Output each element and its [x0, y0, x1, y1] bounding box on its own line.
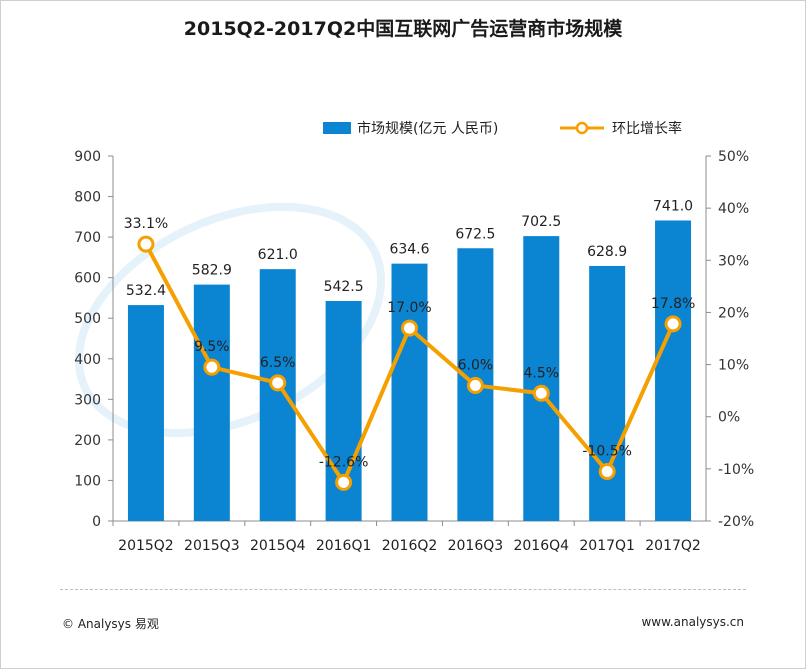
bar-value-label: 542.5 — [324, 279, 364, 295]
growth-rate-label: -10.5% — [582, 443, 632, 459]
x-tick-label: 2015Q2 — [118, 538, 174, 554]
bar — [193, 284, 230, 521]
y-left-tick-label: 0 — [92, 514, 101, 530]
growth-rate-label: 4.5% — [523, 365, 559, 381]
y-left-tick-label: 100 — [74, 473, 101, 489]
y-left-tick-label: 300 — [74, 392, 101, 408]
chart-title: 2015Q2-2017Q2中国互联网广告运营商市场规模 — [183, 18, 623, 40]
bar-value-label: 532.4 — [126, 283, 166, 299]
legend-line-marker — [575, 121, 589, 135]
x-tick-label: 2016Q2 — [382, 538, 438, 554]
growth-rate-point — [532, 384, 550, 402]
bar-value-label: 741.0 — [653, 198, 693, 214]
bar-labels: 532.4 582.9 621.0 542.5 634.6 672.5 702.5 628.9… — [126, 198, 693, 299]
growth-rate-label: 33.1% — [124, 216, 168, 232]
bar — [523, 236, 560, 521]
bar-value-label: 628.9 — [587, 244, 627, 260]
legend-bar-label: 市场规模(亿元 人民币) — [357, 120, 498, 137]
legend: 市场规模(亿元 人民币) 环比增长率 — [323, 120, 682, 137]
y-right-tick-label: 20% — [718, 305, 749, 321]
legend-bar-swatch — [323, 122, 351, 134]
y-left-tick-label: 900 — [74, 149, 101, 165]
x-tick-label: 2016Q4 — [513, 538, 569, 554]
y-left-tick-label: 700 — [74, 230, 101, 246]
growth-rate-label: -12.6% — [319, 454, 369, 470]
bar — [391, 263, 428, 521]
bar — [259, 269, 296, 521]
growth-rate-label: 9.5% — [194, 339, 230, 355]
legend-line-label: 环比增长率 — [612, 120, 682, 137]
y-right-tick-label: -10% — [718, 462, 754, 478]
bar — [589, 265, 626, 521]
bar-value-label: 672.5 — [455, 226, 495, 242]
bar-value-label: 634.6 — [389, 242, 429, 258]
bar-value-label: 702.5 — [521, 214, 561, 230]
growth-rate-label: 17.8% — [651, 296, 695, 312]
x-tick-label: 2015Q4 — [250, 538, 306, 554]
growth-rate-label: 17.0% — [387, 300, 431, 316]
x-tick-label: 2016Q3 — [448, 538, 504, 554]
growth-rate-point — [269, 374, 287, 392]
growth-rate-label: 6.5% — [260, 355, 296, 371]
growth-rate-label: 6.0% — [458, 357, 494, 373]
y-left-tick-label: 800 — [74, 190, 101, 206]
y-left-tick-label: 500 — [74, 311, 101, 327]
bar-value-label: 621.0 — [258, 247, 298, 263]
line-labels: 33.1% 9.5% 6.5% -12.6% 17.0% 6.0% 4.5% -10.5% 17… — [124, 216, 696, 470]
x-tick-label: 2015Q3 — [184, 538, 240, 554]
growth-rate-point — [664, 315, 682, 333]
y-left-tick-label: 600 — [74, 271, 101, 287]
copyright-text: © Analysys 易观 — [62, 617, 159, 631]
y-right-tick-label: 40% — [718, 201, 749, 217]
y-right-tick-label: 30% — [718, 253, 749, 269]
y-right-tick-label: 50% — [718, 149, 749, 165]
bar-value-label: 582.9 — [192, 263, 232, 279]
growth-rate-point — [598, 462, 616, 480]
x-tick-label: 2017Q2 — [645, 538, 701, 554]
y-right-tick-label: -20% — [718, 514, 754, 530]
growth-rate-point — [137, 235, 155, 253]
growth-rate-point — [466, 376, 484, 394]
growth-rate-point — [203, 358, 221, 376]
x-tick-label: 2016Q1 — [316, 538, 372, 554]
y-left-tick-label: 400 — [74, 352, 101, 368]
bar — [655, 220, 692, 521]
growth-rate-point — [401, 319, 418, 337]
y-left-tick-label: 200 — [74, 433, 101, 449]
bar — [127, 305, 164, 521]
growth-rate-point — [335, 473, 353, 491]
website-url: www.analysys.cn — [641, 615, 744, 629]
y-right-tick-label: 10% — [718, 358, 749, 374]
y-right-tick-label: 0% — [718, 410, 740, 426]
footer-divider — [60, 589, 746, 590]
x-tick-label: 2017Q1 — [579, 538, 635, 554]
line-series — [137, 235, 682, 491]
